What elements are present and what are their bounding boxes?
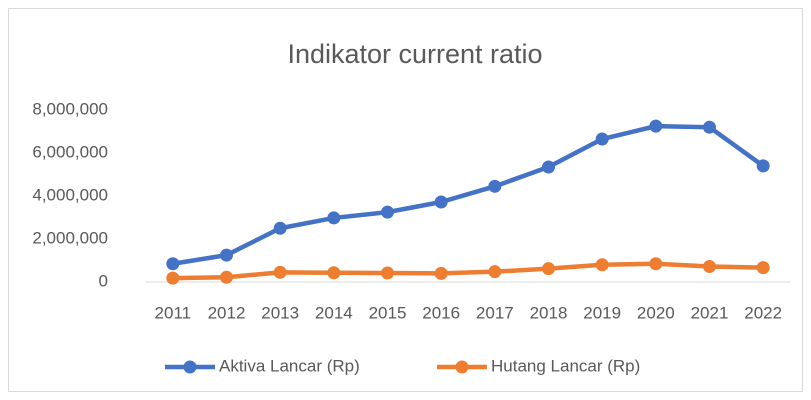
data-point: [703, 260, 716, 274]
data-point: [488, 265, 502, 279]
x-tick-label: 2015: [369, 303, 407, 322]
x-tick-label: 2020: [637, 303, 675, 322]
data-point: [273, 265, 287, 279]
data-point: [327, 211, 341, 225]
data-point: [220, 248, 233, 262]
data-point: [166, 257, 180, 271]
series-line: [172, 261, 764, 281]
y-tick-label: 6,000,000: [32, 142, 108, 161]
x-tick-label: 2012: [208, 303, 246, 322]
legend-label: Hutang Lancar (Rp): [491, 356, 640, 375]
data-point: [756, 159, 770, 173]
data-point: [434, 266, 448, 280]
y-tick-label: 2,000,000: [32, 228, 108, 247]
data-point: [488, 179, 502, 193]
data-point: [381, 266, 394, 280]
data-point: [542, 262, 555, 276]
legend-marker: [183, 360, 197, 374]
legend-label: Aktiva Lancar (Rp): [219, 356, 360, 375]
x-tick-label: 2021: [691, 303, 729, 322]
x-tick-label: 2016: [422, 303, 460, 322]
x-tick-label: 2013: [261, 303, 299, 322]
y-tick-label: 0: [99, 271, 108, 290]
series-line: [172, 123, 765, 266]
data-point: [703, 120, 716, 134]
data-point: [542, 160, 555, 174]
y-tick-label: 8,000,000: [32, 99, 108, 118]
data-point: [649, 257, 663, 271]
chart-frame: [8, 8, 803, 392]
data-point: [434, 195, 448, 209]
x-tick-label: 2022: [744, 303, 782, 322]
chart-title: Indikator current ratio: [287, 39, 542, 69]
data-point: [595, 258, 609, 272]
x-tick-label: 2017: [476, 303, 514, 322]
data-point: [166, 271, 180, 285]
data-point: [595, 132, 609, 146]
x-tick-label: 2011: [155, 303, 192, 322]
y-tick-label: 4,000,000: [32, 185, 108, 204]
data-point: [649, 119, 663, 133]
data-point: [381, 205, 394, 219]
data-point: [220, 270, 233, 284]
data-point: [327, 266, 341, 280]
data-point: [273, 221, 287, 235]
data-point: [756, 261, 770, 275]
legend-marker: [455, 360, 469, 374]
x-tick-label: 2018: [530, 303, 568, 322]
x-tick-label: 2014: [315, 303, 353, 322]
x-tick-label: 2019: [583, 303, 621, 322]
